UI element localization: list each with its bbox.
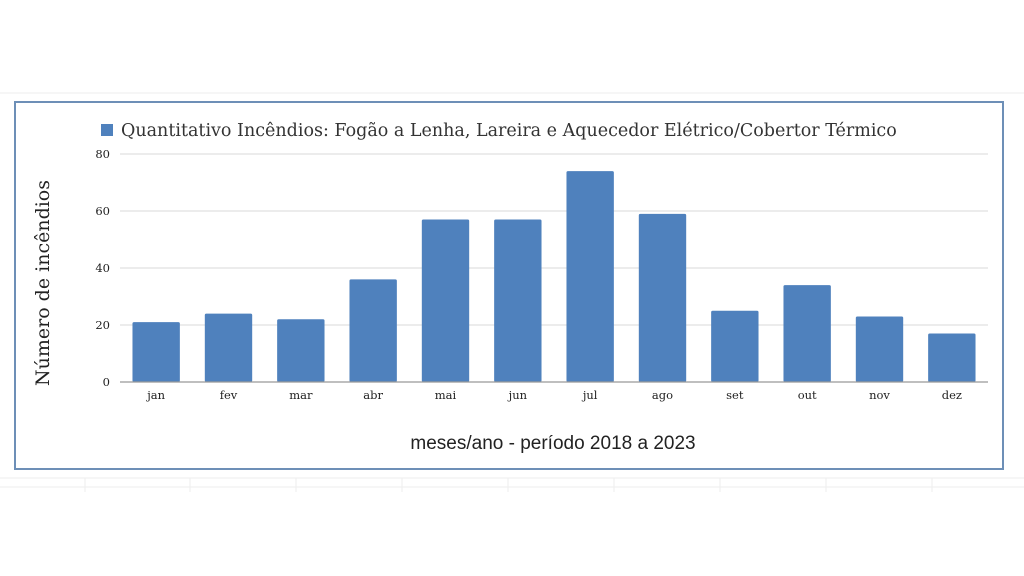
x-tick-label: mar xyxy=(289,388,313,402)
x-axis-title: meses/ano - período 2018 a 2023 xyxy=(410,433,695,454)
y-tick-label: 20 xyxy=(95,318,110,332)
x-tick-label: set xyxy=(726,388,744,402)
bar-mai xyxy=(421,219,470,382)
y-tick-label: 80 xyxy=(95,147,110,161)
y-tick-labels: 0 20 40 60 80 xyxy=(95,147,110,389)
bar-out xyxy=(783,285,831,382)
x-tick-labels: jan fev mar abr mai jun jul ago set out nov dez xyxy=(145,388,962,402)
x-tick-label: jun xyxy=(507,388,528,402)
bar-jul xyxy=(566,171,614,382)
y-axis-title: Número de incêndios xyxy=(32,180,54,386)
bar-jun xyxy=(494,219,542,382)
bar-jan xyxy=(132,322,180,382)
bar-set xyxy=(711,310,759,382)
x-tick-label: abr xyxy=(363,388,383,402)
x-tick-label: fev xyxy=(220,388,238,402)
x-tick-label: jul xyxy=(581,388,598,402)
bar-abr xyxy=(349,279,397,382)
x-tick-label: out xyxy=(798,388,817,402)
x-tick-label: ago xyxy=(652,388,673,402)
bar-ago xyxy=(638,213,687,382)
bar-mar xyxy=(277,319,325,382)
x-tick-label: nov xyxy=(869,388,890,402)
bars xyxy=(132,171,976,382)
x-tick-label: dez xyxy=(942,388,962,402)
y-tick-label: 40 xyxy=(95,261,110,275)
x-tick-label: jan xyxy=(145,388,165,402)
bar-chart: Quantitativo Incêndios: Fogão a Lenha, L… xyxy=(32,121,988,454)
legend-label: Quantitativo Incêndios: Fogão a Lenha, L… xyxy=(121,121,897,141)
legend: Quantitativo Incêndios: Fogão a Lenha, L… xyxy=(101,121,897,141)
x-tick-label: mai xyxy=(435,388,457,402)
gridlines xyxy=(120,153,988,326)
bar-fev xyxy=(204,313,253,382)
y-tick-label: 0 xyxy=(103,375,110,389)
bar-nov xyxy=(855,316,904,382)
chart-frame: Quantitativo Incêndios: Fogão a Lenha, L… xyxy=(14,101,1004,470)
bar-dez xyxy=(928,333,976,382)
legend-swatch xyxy=(101,124,113,136)
y-tick-label: 60 xyxy=(95,204,110,218)
